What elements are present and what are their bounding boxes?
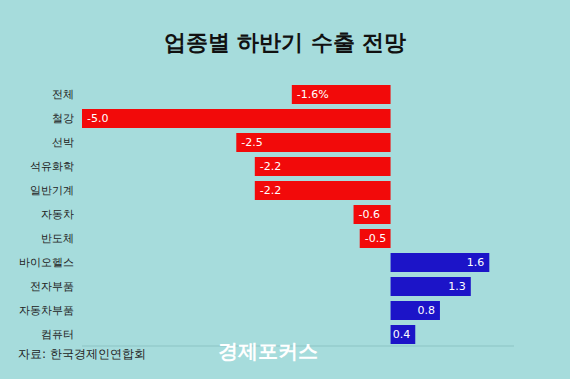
svg-text:-2.5: -2.5 (241, 136, 262, 149)
svg-text:바이오헬스: 바이오헬스 (19, 256, 74, 269)
svg-text:-5.0: -5.0 (87, 112, 108, 125)
svg-text:0.4: 0.4 (393, 328, 411, 341)
svg-text:전체: 전체 (52, 88, 74, 101)
svg-text:철강: 철강 (52, 112, 74, 125)
svg-text:자동차부품: 자동차부품 (19, 304, 74, 317)
html-text:자료: 한국경제인연합회: 자료: 한국경제인연합회 (18, 347, 146, 361)
svg-text:반도체: 반도체 (41, 232, 74, 245)
html-text:업종별 하반기 수출 전망: 업종별 하반기 수출 전망 (163, 30, 407, 55)
svg-text:1.6: 1.6 (467, 256, 485, 269)
svg-text:-0.6: -0.6 (359, 208, 380, 221)
svg-text:일반기계: 일반기계 (30, 184, 74, 197)
svg-text:컴퓨터: 컴퓨터 (41, 328, 74, 341)
svg-text:0.8: 0.8 (417, 304, 435, 317)
svg-text:자동차: 자동차 (41, 208, 74, 221)
svg-text:-1.6%: -1.6% (297, 88, 329, 101)
svg-text:석유화학: 석유화학 (30, 160, 74, 173)
svg-text:1.3: 1.3 (448, 280, 466, 293)
svg-text:-2.2: -2.2 (260, 184, 281, 197)
svg-text:-0.5: -0.5 (365, 232, 386, 245)
svg-text:전자부품: 전자부품 (30, 280, 74, 293)
svg-text:-2.2: -2.2 (260, 160, 281, 173)
svg-text:선박: 선박 (52, 136, 74, 149)
html-text:경제포커스: 경제포커스 (218, 339, 318, 363)
